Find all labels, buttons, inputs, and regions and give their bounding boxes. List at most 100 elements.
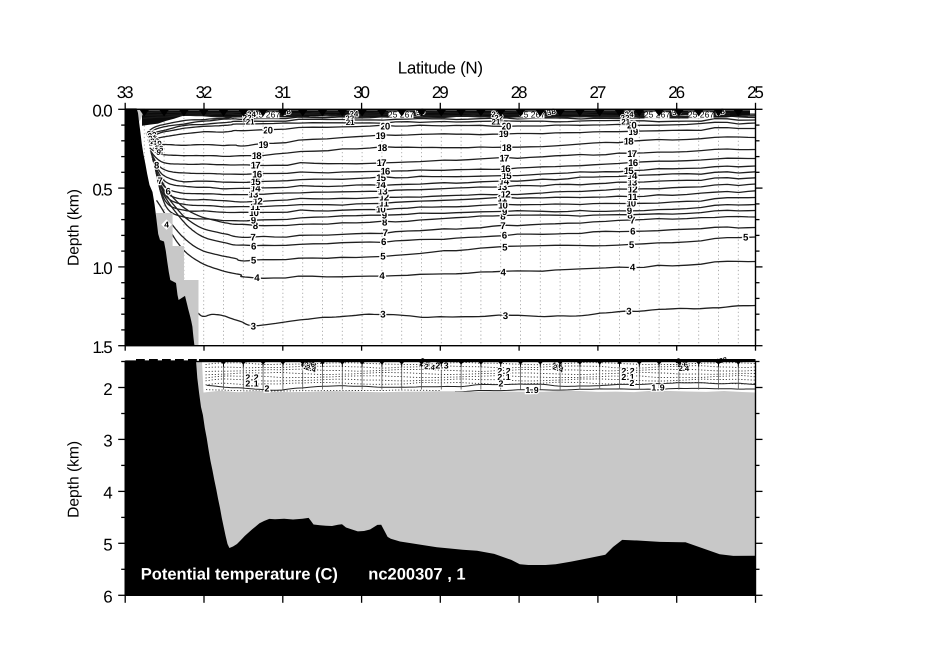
svg-text:22: 22 — [621, 113, 630, 122]
svg-text:25 267: 25 267 — [254, 110, 281, 120]
svg-text:2.4: 2.4 — [424, 362, 437, 373]
svg-text:21: 21 — [148, 133, 159, 143]
svg-text:2.6: 2.6 — [419, 359, 430, 369]
svg-text:7: 7 — [250, 232, 255, 243]
svg-text:8: 8 — [500, 211, 506, 222]
svg-text:Depth (km): Depth (km) — [66, 189, 83, 266]
svg-text:2.4: 2.4 — [679, 364, 690, 373]
svg-text:16: 16 — [154, 144, 164, 154]
svg-text:8: 8 — [627, 210, 633, 221]
svg-text:15: 15 — [502, 171, 512, 182]
svg-text:19: 19 — [152, 139, 162, 149]
svg-text:10: 10 — [376, 204, 386, 215]
svg-text:8: 8 — [382, 218, 388, 229]
svg-text:1.9: 1.9 — [651, 383, 664, 393]
svg-text:14: 14 — [628, 171, 638, 182]
svg-text:0.0: 0.0 — [92, 102, 112, 121]
svg-text:1.5: 1.5 — [92, 338, 112, 357]
svg-text:15: 15 — [624, 166, 634, 177]
svg-text:10: 10 — [498, 200, 508, 211]
svg-text:12: 12 — [628, 184, 638, 195]
svg-text:3: 3 — [103, 432, 112, 451]
svg-text:18: 18 — [378, 143, 388, 154]
svg-text:Potential temperature (C): Potential temperature (C) — [141, 565, 338, 583]
svg-text:16: 16 — [252, 169, 262, 180]
svg-text:4: 4 — [103, 484, 112, 503]
svg-text:21: 21 — [491, 118, 500, 127]
svg-text:6: 6 — [166, 187, 171, 198]
svg-text:4: 4 — [379, 271, 385, 282]
svg-text:7: 7 — [500, 221, 505, 232]
svg-text:31: 31 — [274, 83, 291, 102]
svg-text:24: 24 — [625, 110, 634, 119]
svg-text:19: 19 — [259, 140, 269, 151]
svg-text:9: 9 — [251, 216, 257, 227]
svg-text:9: 9 — [155, 148, 162, 158]
svg-text:13: 13 — [249, 190, 259, 201]
svg-text:12: 12 — [379, 193, 389, 204]
svg-text:14: 14 — [251, 184, 261, 195]
svg-text:12: 12 — [154, 146, 164, 155]
svg-text:22: 22 — [494, 114, 503, 123]
svg-text:4: 4 — [164, 220, 169, 230]
svg-text:8: 8 — [154, 160, 159, 171]
svg-text:14: 14 — [376, 180, 386, 191]
svg-text:4: 4 — [501, 267, 507, 278]
svg-text:9: 9 — [382, 210, 388, 221]
svg-text:24: 24 — [491, 110, 500, 119]
svg-text:19: 19 — [629, 127, 639, 138]
svg-text:2: 2 — [265, 384, 270, 394]
svg-text:19: 19 — [499, 129, 509, 140]
svg-text:17: 17 — [627, 149, 637, 160]
svg-text:7: 7 — [158, 176, 163, 187]
svg-text:2.5: 2.5 — [300, 358, 311, 368]
svg-text:nc200307 , 1: nc200307 , 1 — [368, 565, 465, 583]
svg-text:1.0: 1.0 — [92, 259, 112, 278]
svg-text:24: 24 — [247, 110, 256, 119]
svg-text:20: 20 — [381, 121, 391, 132]
svg-text:2.2: 2.2 — [245, 373, 258, 383]
svg-text:7: 7 — [383, 228, 388, 239]
svg-text:2: 2 — [103, 380, 112, 399]
svg-text:25: 25 — [747, 83, 764, 102]
svg-text:Latitude (N): Latitude (N) — [398, 59, 483, 78]
svg-text:17: 17 — [251, 161, 261, 172]
svg-text:2.3: 2.3 — [435, 361, 448, 371]
svg-text:6: 6 — [630, 226, 636, 237]
svg-text:6: 6 — [502, 231, 508, 242]
svg-text:17: 17 — [377, 158, 387, 169]
svg-text:2.4: 2.4 — [305, 363, 318, 375]
svg-text:13: 13 — [628, 178, 638, 189]
svg-text:28: 28 — [511, 83, 528, 102]
svg-text:11: 11 — [498, 193, 508, 204]
svg-text:2.3: 2.3 — [303, 361, 316, 371]
svg-text:10: 10 — [626, 199, 636, 210]
svg-text:18: 18 — [502, 143, 512, 154]
svg-text:25 267: 25 267 — [644, 110, 671, 120]
svg-text:32: 32 — [196, 83, 213, 102]
svg-text:18: 18 — [252, 151, 262, 162]
svg-text:2.6: 2.6 — [304, 360, 315, 369]
svg-text:13: 13 — [498, 182, 508, 193]
svg-text:2.1: 2.1 — [621, 372, 634, 382]
svg-text:30: 30 — [353, 83, 370, 102]
svg-text:24: 24 — [349, 109, 358, 118]
svg-text:0.5: 0.5 — [92, 180, 112, 199]
svg-text:Depth (km): Depth (km) — [66, 441, 83, 518]
svg-text:22: 22 — [345, 114, 354, 123]
svg-text:14: 14 — [499, 177, 509, 188]
svg-text:12: 12 — [253, 197, 263, 208]
svg-text:4: 4 — [254, 273, 260, 284]
svg-text:3: 3 — [380, 309, 386, 320]
svg-text:2.6: 2.6 — [552, 361, 563, 370]
svg-text:16: 16 — [628, 158, 638, 169]
svg-text:2.1: 2.1 — [245, 379, 258, 389]
svg-text:20: 20 — [502, 121, 512, 132]
svg-text:16: 16 — [501, 164, 511, 175]
svg-text:5: 5 — [502, 242, 508, 253]
svg-text:29: 29 — [432, 83, 449, 102]
svg-text:11: 11 — [628, 192, 638, 203]
svg-text:2.1: 2.1 — [497, 372, 510, 382]
svg-text:18: 18 — [624, 137, 634, 148]
svg-text:7: 7 — [630, 216, 635, 227]
